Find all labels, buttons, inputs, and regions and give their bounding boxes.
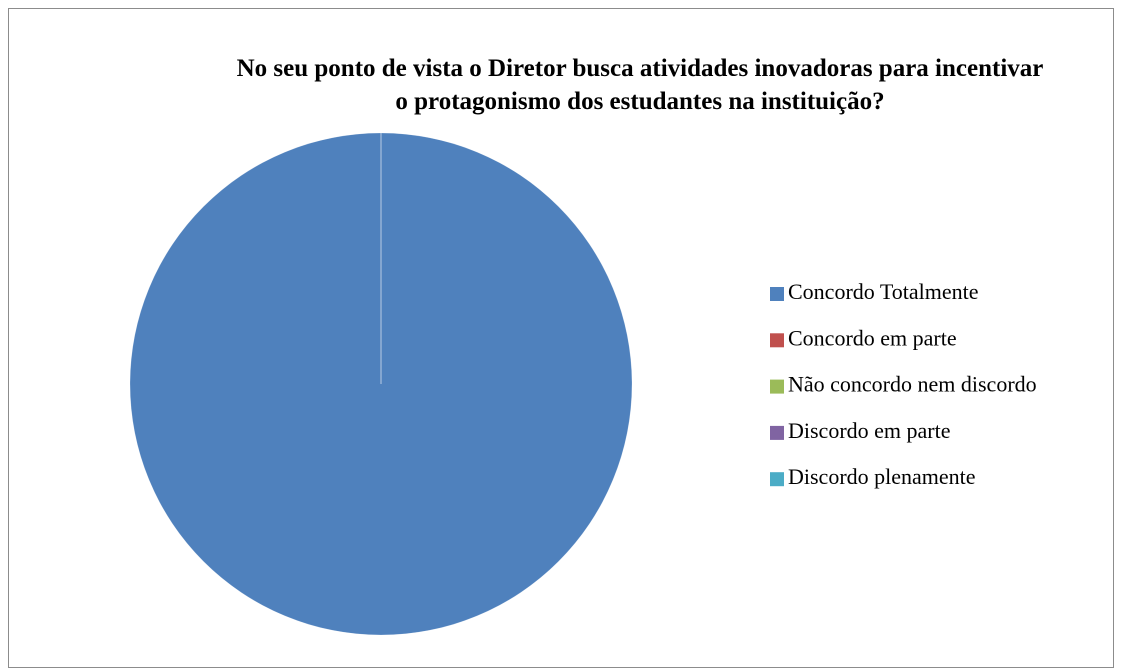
legend-swatch xyxy=(770,379,784,394)
legend-label: Discordo em parte xyxy=(788,418,951,443)
legend-swatch xyxy=(770,472,784,487)
legend-swatch xyxy=(770,287,784,301)
legend-swatch xyxy=(770,333,784,348)
legend-label: Discordo plenamente xyxy=(788,464,976,489)
chart-title: No seu ponto de vista o Diretor busca at… xyxy=(236,55,1044,115)
legend-swatch xyxy=(770,425,784,440)
legend-label: Concordo Totalmente xyxy=(788,279,979,304)
pie-slice xyxy=(129,132,633,636)
legend-label: Concordo em parte xyxy=(788,325,957,350)
legend-label: Não concordo nem discordo xyxy=(788,372,1037,397)
